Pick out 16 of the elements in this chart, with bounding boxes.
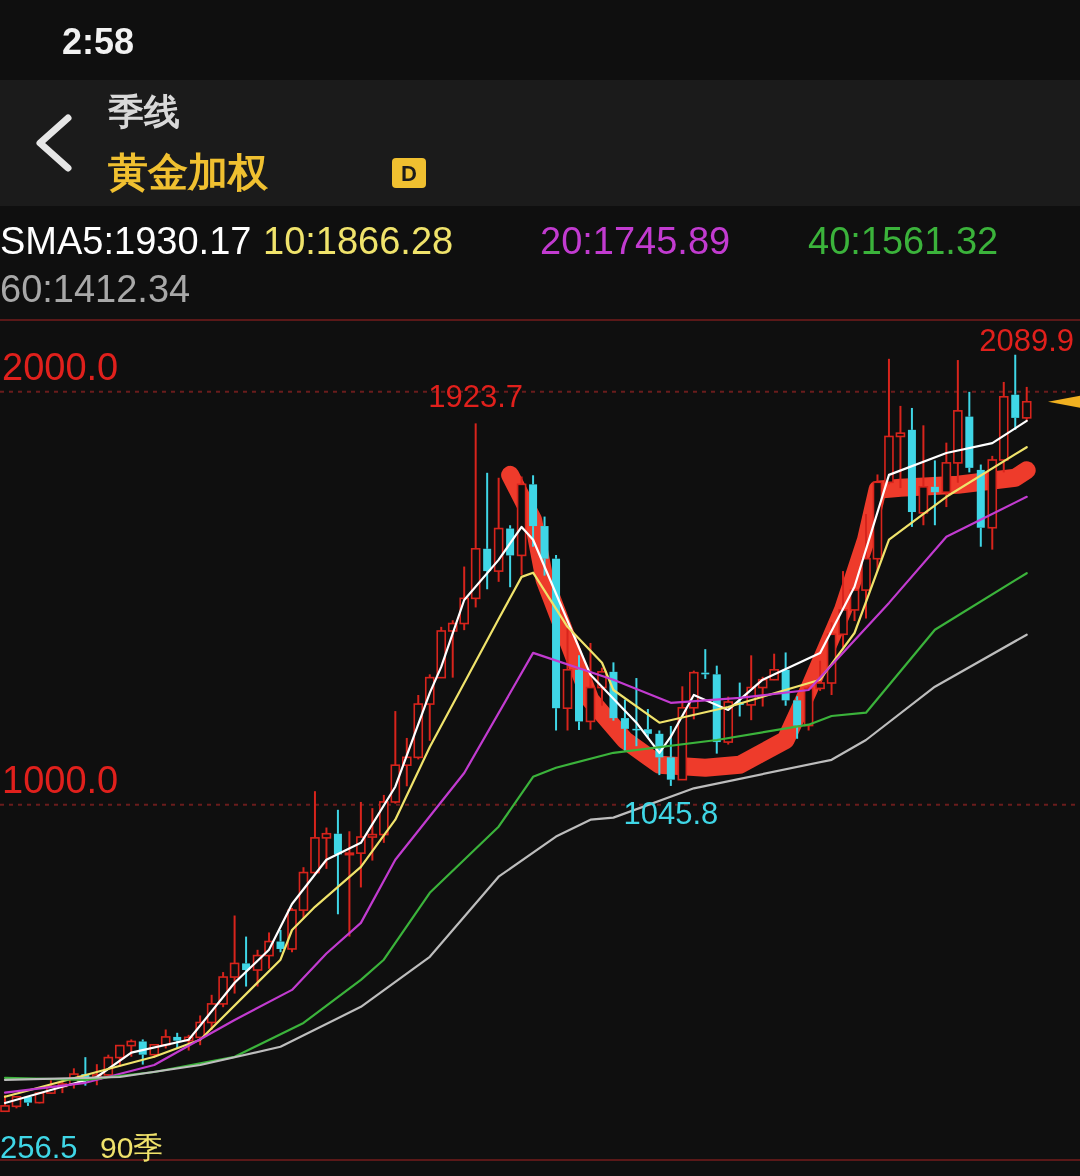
text: 20:1745.89	[540, 220, 731, 262]
text: 60:1412.34	[0, 268, 191, 310]
y-tick-label: 1000.0	[2, 758, 119, 801]
annotation: 90季	[100, 1131, 164, 1164]
text: 40:1561.32	[808, 220, 999, 262]
text: SMA5:1930.17	[0, 220, 252, 262]
text: D	[401, 161, 417, 186]
annotation: 256.5	[0, 1130, 78, 1165]
annotation: 1045.8	[623, 795, 719, 831]
text: 10:1866.28	[263, 220, 454, 262]
y-tick-label: 2000.0	[2, 345, 119, 388]
chart-title: 季线	[107, 91, 180, 132]
annotation: 1923.7	[428, 379, 524, 415]
text: 2:58	[62, 21, 135, 62]
annotation: 2089.9	[979, 322, 1074, 358]
chart-subtitle: 黄金加权	[108, 150, 269, 194]
